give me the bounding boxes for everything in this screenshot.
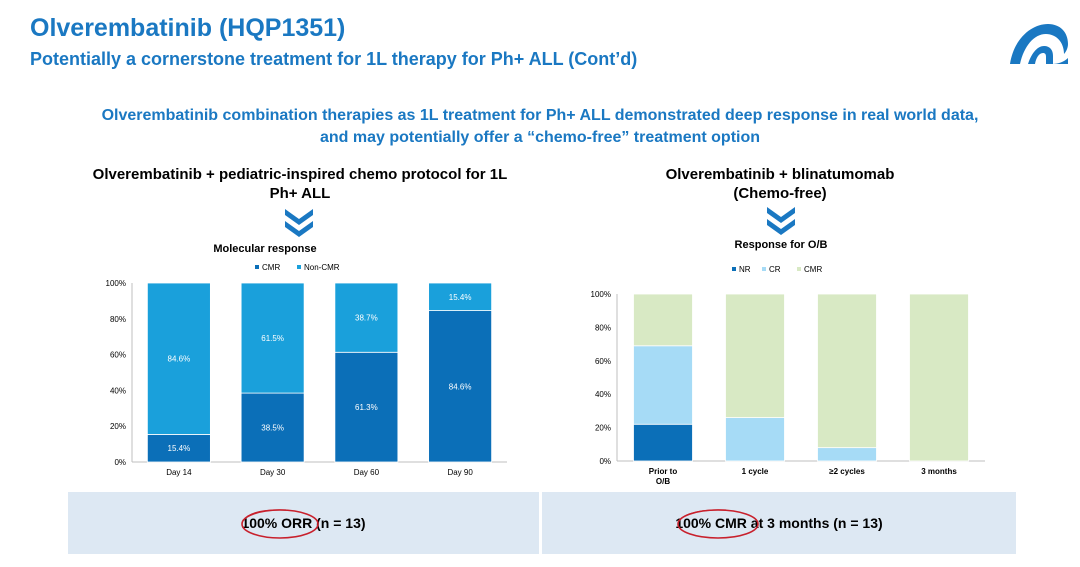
legend-label: CMR	[804, 265, 822, 274]
bar-segment	[725, 293, 785, 418]
footer-right-rest: at 3 months (n = 13)	[746, 515, 883, 531]
y-tick-label: 80%	[110, 315, 126, 324]
legend-swatch	[297, 265, 301, 269]
x-tick-label: 1 cycle	[742, 467, 769, 476]
chart-title: Molecular response	[213, 243, 316, 255]
y-tick-label: 20%	[110, 422, 126, 431]
chevron-down-icon	[285, 209, 313, 237]
bar-segment	[146, 282, 211, 435]
legend-swatch	[762, 267, 766, 271]
left-panel-title-line1: Olverembatinib + pediatric-inspired chem…	[92, 166, 508, 183]
legend-swatch	[732, 267, 736, 271]
legend-swatch	[255, 265, 259, 269]
page-subtitle: Potentially a cornerstone treatment for …	[30, 49, 638, 69]
footer-right-highlight: 100% CMR	[675, 515, 747, 531]
y-tick-label: 80%	[595, 323, 611, 332]
footer-right-text: 100% CMR at 3 months (n = 13)	[542, 492, 1016, 554]
data-label: 15.4%	[449, 293, 472, 302]
footer-right-box: 100% CMR at 3 months (n = 13)	[542, 492, 1016, 554]
data-label: 61.3%	[355, 403, 378, 412]
bar-segment	[633, 293, 693, 347]
bar-segment	[817, 447, 877, 462]
bar-segment	[909, 293, 969, 462]
y-tick-label: 100%	[591, 290, 611, 299]
y-tick-label: 0%	[599, 457, 611, 466]
x-tick-label: 3 months	[921, 467, 957, 476]
data-label: 38.5%	[261, 424, 284, 433]
x-tick-label: Day 90	[447, 468, 473, 477]
highlight-circle	[241, 509, 319, 539]
highlight-circle	[677, 509, 759, 539]
bar-segment	[334, 351, 399, 463]
data-label: 61.5%	[261, 334, 284, 343]
headline-line1: Olverembatinib combination therapies as …	[101, 107, 979, 124]
x-tick-label: O/B	[656, 477, 670, 486]
bar-segment	[428, 282, 493, 311]
y-tick-label: 0%	[114, 458, 126, 467]
data-label: 38.7%	[355, 314, 378, 323]
left-panel-title: Olverembatinib + pediatric-inspired chem…	[70, 165, 530, 203]
chart-response-ob: Response for O/B NR CR CMR 0% 20% 40% 60% 80% 100…	[591, 239, 985, 486]
legend-swatch	[797, 267, 801, 271]
left-panel-title-line2: Ph+ ALL	[269, 185, 331, 202]
x-tick-label: Day 30	[260, 468, 286, 477]
legend-label: Non-CMR	[304, 263, 340, 272]
headline: Olverembatinib combination therapies as …	[40, 105, 1040, 149]
data-label: 84.6%	[449, 382, 472, 391]
y-tick-label: 60%	[110, 351, 126, 360]
x-tick-label: ≥2 cycles	[829, 467, 865, 476]
y-tick-label: 40%	[595, 390, 611, 399]
chart-title: Response for O/B	[735, 239, 828, 251]
company-logo-icon	[1010, 24, 1068, 64]
page-title: Olverembatinib (HQP1351)	[30, 14, 346, 42]
data-label: 84.6%	[168, 355, 191, 364]
right-panel-title-line2: (Chemo-free)	[733, 185, 827, 202]
bar-segment	[633, 345, 693, 425]
data-label: 15.4%	[168, 444, 191, 453]
bar-segment	[725, 417, 785, 462]
legend-label: NR	[739, 265, 751, 274]
bar-segment	[633, 423, 693, 462]
footer-left-highlight: 100% ORR	[241, 515, 313, 531]
chevron-down-icon	[767, 207, 795, 235]
legend-label: CMR	[262, 263, 280, 272]
y-tick-label: 40%	[110, 386, 126, 395]
right-panel-title-line1: Olverembatinib + blinatumomab	[665, 166, 895, 183]
x-tick-label: Day 14	[166, 468, 192, 477]
bar-segment	[428, 310, 493, 463]
bar-segment	[240, 392, 305, 463]
headline-line2: and may potentially offer a “chemo-free”…	[319, 129, 761, 146]
footer-left-text: 100% ORR (n = 13)	[68, 492, 539, 554]
chart-molecular-response: Molecular response CMR Non-CMR 0% 20% 40% 60% 8…	[106, 243, 507, 477]
x-tick-label: Prior to	[649, 467, 678, 476]
footer-left-rest: (n = 13)	[312, 515, 366, 531]
bar-segment	[334, 282, 399, 353]
x-tick-label: Day 60	[354, 468, 380, 477]
legend-label: CR	[769, 265, 781, 274]
bar-segment	[817, 293, 877, 449]
footer-left-box: 100% ORR (n = 13)	[68, 492, 539, 554]
bar-segment	[240, 282, 305, 394]
y-tick-label: 20%	[595, 424, 611, 433]
y-tick-label: 100%	[106, 279, 126, 288]
bar-segment	[146, 434, 211, 463]
right-panel-title: Olverembatinib + blinatumomab (Chemo-fre…	[600, 165, 960, 203]
y-tick-label: 60%	[595, 357, 611, 366]
